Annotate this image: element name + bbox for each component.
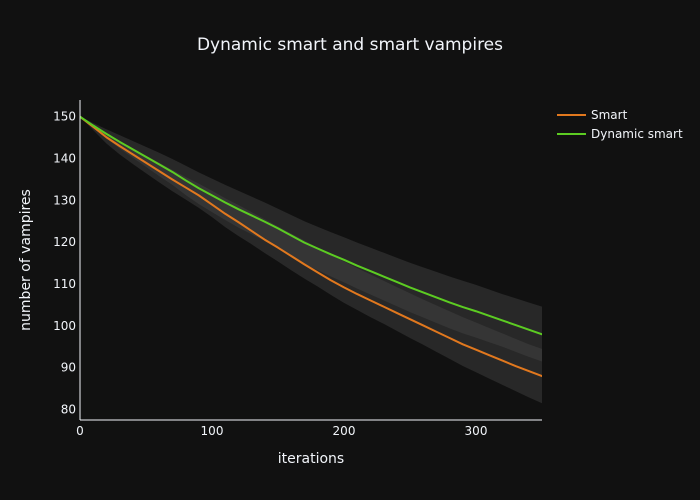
x-axis-ticks: 0 100 200 300 [76,424,487,438]
legend-item[interactable]: Dynamic smart [557,127,683,141]
legend-label: Smart [591,108,628,122]
axes: 0 100 200 300 80 90 100 110 120 130 140 150 [53,100,542,438]
y-tick-label: 120 [53,235,76,249]
confidence-band [80,116,542,362]
series-line[interactable] [80,115,542,336]
confidence-bands [80,116,542,404]
series-line[interactable] [80,115,542,378]
legend[interactable]: Smart Dynamic smart [557,108,683,141]
y-tick-label: 110 [53,277,76,291]
y-tick-label: 90 [61,361,76,375]
confidence-band [80,116,542,404]
legend-item[interactable]: Smart [557,108,628,122]
x-tick-label: 300 [465,424,488,438]
x-tick-label: 200 [333,424,356,438]
series-lines [80,115,542,378]
y-tick-label: 140 [53,152,76,166]
plot-area [80,115,542,404]
chart-title: Dynamic smart and smart vampires [197,35,503,55]
x-axis-title: iterations [278,451,344,467]
y-tick-label: 100 [53,319,76,333]
x-tick-label: 100 [201,424,224,438]
y-axis-ticks: 80 90 100 110 120 130 140 150 [53,110,76,417]
y-tick-label: 150 [53,110,76,124]
y-tick-label: 130 [53,193,76,207]
x-tick-label: 0 [76,424,84,438]
y-axis-title: number of vampires [18,189,34,331]
legend-label: Dynamic smart [591,127,683,141]
y-tick-label: 80 [61,403,76,417]
